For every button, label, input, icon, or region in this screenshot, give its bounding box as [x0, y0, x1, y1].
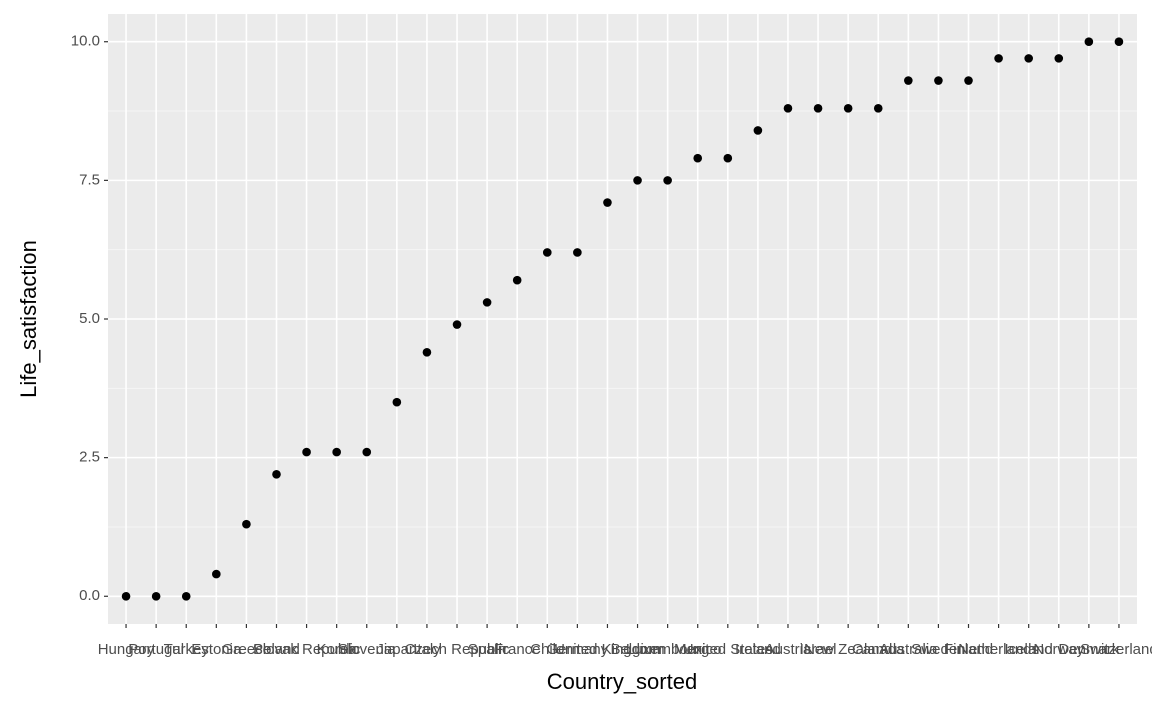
point: [723, 153, 733, 163]
point: [783, 103, 793, 113]
point: [753, 126, 763, 135]
x-axis-title: Country_sorted: [547, 669, 697, 694]
x-tick-label: Portugal: [128, 641, 184, 658]
x-tick-label: Canada: [852, 641, 905, 658]
x-tick-label: Slovak Republic: [253, 641, 361, 658]
point: [272, 469, 281, 479]
x-tick-label: Denmark: [1058, 641, 1119, 658]
x-tick-label: Slovenia: [338, 641, 396, 658]
point: [512, 275, 522, 285]
x-tick-label: Hungary: [98, 641, 155, 658]
point: [1054, 54, 1064, 63]
x-tick-label: Estonia: [191, 641, 242, 658]
point: [151, 591, 161, 601]
x-tick-label: New Zealand: [804, 641, 892, 658]
y-tick-label: 5.0: [79, 310, 100, 327]
point: [663, 176, 672, 185]
point: [603, 198, 612, 207]
point: [843, 103, 853, 113]
point: [994, 54, 1003, 63]
x-tick-label: Poland: [253, 641, 300, 658]
y-axis-title: Life_satisfaction: [16, 240, 41, 398]
x-tick-label: Czech Republic: [404, 641, 510, 658]
point: [964, 76, 973, 85]
point: [1114, 37, 1124, 47]
point: [302, 447, 311, 457]
x-tick-label: Switzerland: [1080, 641, 1152, 658]
x-tick-label: Chile: [530, 641, 564, 658]
point: [873, 103, 883, 113]
point: [362, 447, 372, 457]
point: [1084, 37, 1094, 47]
point: [422, 347, 432, 357]
x-tick-label: Belgium: [610, 641, 664, 658]
x-tick-label: Australia: [879, 641, 938, 658]
point: [121, 591, 131, 601]
x-tick-label: France: [494, 641, 541, 658]
x-tick-label: United Kingdom: [554, 641, 661, 658]
point: [633, 176, 642, 185]
x-tick-label: Germany: [547, 641, 609, 658]
x-tick-label: Iceland: [1004, 641, 1052, 658]
x-tick-label: Luxembourg: [626, 641, 709, 658]
point: [181, 591, 191, 601]
point: [332, 447, 341, 457]
x-tick-label: United States: [683, 641, 773, 658]
x-tick-label: Greece: [222, 641, 271, 658]
point: [1024, 54, 1033, 63]
point: [452, 320, 462, 329]
point: [392, 397, 402, 407]
x-tick-label: Ireland: [735, 641, 781, 658]
x-tick-label: Turkey: [164, 641, 210, 658]
x-tick-label: Israel: [800, 641, 837, 658]
x-tick-label: Mexico: [674, 641, 722, 658]
point: [212, 569, 221, 579]
point: [242, 519, 251, 529]
point: [904, 76, 913, 85]
point: [934, 76, 943, 85]
x-tick-label: Finland: [944, 641, 993, 658]
x-tick-label: Italy: [413, 641, 441, 658]
x-tick-label: Norway: [1033, 641, 1084, 658]
y-tick-label: 7.5: [79, 171, 100, 188]
x-tick-label: Spain: [468, 641, 506, 658]
point: [573, 248, 582, 257]
point: [482, 298, 492, 307]
point: [813, 103, 823, 113]
y-tick-label: 2.5: [79, 449, 100, 466]
x-tick-label: Sweden: [911, 641, 965, 658]
y-tick-label: 10.0: [71, 33, 100, 50]
point: [542, 248, 552, 257]
x-tick-label: Korea: [317, 641, 358, 658]
x-tick-label: Netherlands: [958, 641, 1039, 658]
x-tick-label: Japan: [376, 641, 417, 658]
y-tick-label: 0.0: [79, 587, 100, 604]
x-tick-label: Austria: [765, 641, 812, 658]
point: [693, 153, 703, 163]
